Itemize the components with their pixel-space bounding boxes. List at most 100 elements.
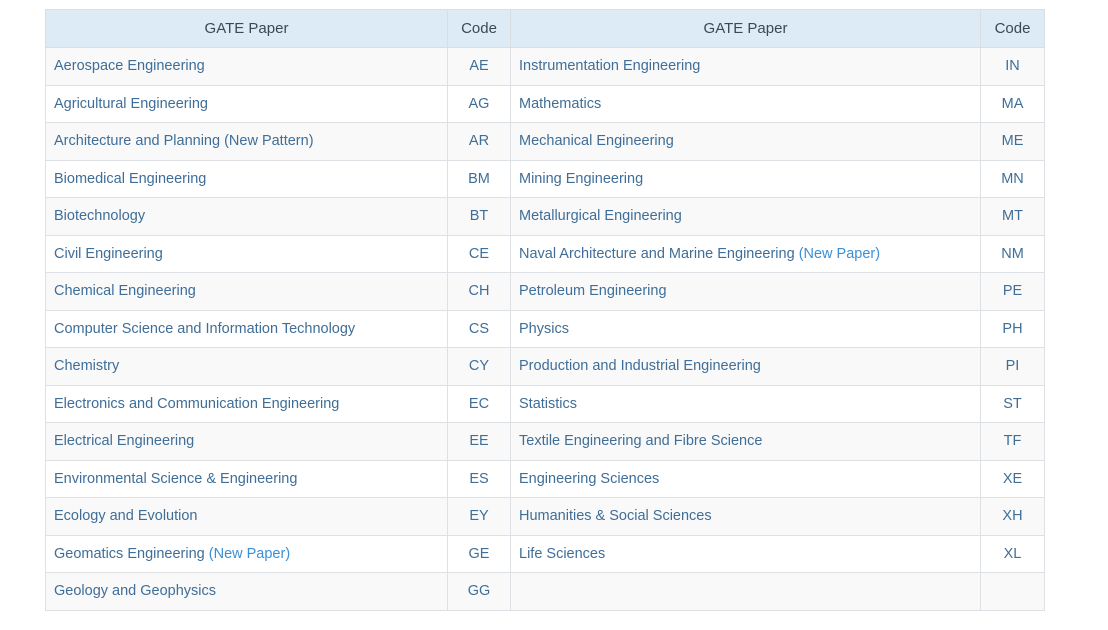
left-paper-cell: Biomedical Engineering [45, 159, 448, 198]
paper-name: Physics [519, 320, 569, 337]
left-paper-cell: Architecture and Planning (New Pattern) [45, 122, 448, 161]
table-row: Agricultural Engineering AG Mathematics MA [45, 84, 1045, 123]
right-paper-cell: Metallurgical Engineering [510, 197, 981, 236]
table-body: Aerospace Engineering AE Instrumentation E… [45, 47, 1045, 611]
right-code-cell [980, 572, 1045, 611]
left-paper-cell: Electronics and Communication Engineerin… [45, 384, 448, 423]
right-code-cell: XE [980, 459, 1045, 498]
paper-name: Chemistry [54, 358, 120, 375]
paper-name: Humanities & Social Sciences [519, 508, 712, 525]
table-row: Electrical Engineering EE Textile Engineer… [45, 422, 1045, 461]
paper-name: Agricultural Engineering [54, 95, 208, 112]
right-paper-cell: Engineering Sciences [510, 459, 981, 498]
left-code-cell: AG [447, 84, 511, 123]
left-paper-cell: Chemistry [45, 347, 448, 386]
paper-name: Mathematics [519, 95, 602, 112]
right-code-cell: IN [980, 47, 1045, 86]
header-gate-paper-left: GATE Paper [45, 9, 448, 48]
paper-name: Metallurgical Engineering [519, 208, 682, 225]
left-code-cell: EY [447, 497, 511, 536]
right-paper-cell: Naval Architecture and Marine Engineerin… [510, 234, 981, 273]
paper-name: Biomedical Engineering [54, 170, 207, 187]
new-paper-note: (New Paper) [208, 545, 291, 562]
left-code-cell: GG [447, 572, 511, 611]
paper-name: Petroleum Engineering [519, 283, 667, 300]
new-paper-note: (New Paper) [798, 245, 881, 262]
left-code-cell: GE [447, 534, 511, 573]
left-code-cell: CS [447, 309, 511, 348]
right-paper-cell: Life Sciences [510, 534, 981, 573]
right-paper-cell: Instrumentation Engineering [510, 47, 981, 86]
left-code-cell: CY [447, 347, 511, 386]
right-code-cell: PI [980, 347, 1045, 386]
right-paper-cell: Physics [510, 309, 981, 348]
paper-name: Instrumentation Engineering [519, 58, 701, 75]
paper-name: Geomatics Engineering [54, 545, 205, 562]
right-paper-cell: Production and Industrial Engineering [510, 347, 981, 386]
paper-name: Mechanical Engineering [519, 133, 674, 150]
left-paper-cell: Environmental Science & Engineering [45, 459, 448, 498]
left-code-cell: CE [447, 234, 511, 273]
right-paper-cell: Textile Engineering and Fibre Science [510, 422, 981, 461]
paper-name: Civil Engineering [54, 245, 163, 262]
table-header: GATE Paper Code GATE Paper Code [45, 9, 1045, 48]
right-code-cell: MN [980, 159, 1045, 198]
paper-name: Statistics [519, 395, 578, 412]
paper-name: Life Sciences [519, 545, 606, 562]
right-code-cell: NM [980, 234, 1045, 273]
right-code-cell: ME [980, 122, 1045, 161]
right-paper-cell: Mathematics [510, 84, 981, 123]
left-code-cell: EE [447, 422, 511, 461]
paper-name: Aerospace Engineering [54, 58, 205, 75]
left-paper-cell: Computer Science and Information Technol… [45, 309, 448, 348]
table-row: Chemical Engineering CH Petroleum Engineer… [45, 272, 1045, 311]
header-gate-paper-right: GATE Paper [510, 9, 981, 48]
left-paper-cell: Geology and Geophysics [45, 572, 448, 611]
paper-name: Mining Engineering [519, 170, 644, 187]
paper-name: Naval Architecture and Marine Engineerin… [519, 245, 795, 262]
right-code-cell: ST [980, 384, 1045, 423]
left-paper-cell: Agricultural Engineering [45, 84, 448, 123]
left-paper-cell: Electrical Engineering [45, 422, 448, 461]
left-code-cell: AR [447, 122, 511, 161]
table-row: Architecture and Planning (New Pattern) A… [45, 122, 1045, 161]
table-row: Ecology and Evolution EY Humanities & Soci… [45, 497, 1045, 536]
paper-name: Chemical Engineering [54, 283, 196, 300]
left-code-cell: CH [447, 272, 511, 311]
table-row: Geology and Geophysics GG [45, 572, 1045, 611]
paper-name: Environmental Science & Engineering [54, 470, 298, 487]
right-paper-cell [510, 572, 981, 611]
left-code-cell: BT [447, 197, 511, 236]
right-paper-cell: Statistics [510, 384, 981, 423]
header-code-right: Code [980, 9, 1045, 48]
right-code-cell: PH [980, 309, 1045, 348]
gate-papers-table: GATE Paper Code GATE Paper Code Aerospac… [45, 9, 1045, 611]
left-code-cell: AE [447, 47, 511, 86]
table-row: Chemistry CY Production and Industrial Eng… [45, 347, 1045, 386]
table-row: Electronics and Communication Engineerin… [45, 384, 1045, 423]
paper-name: Engineering Sciences [519, 470, 660, 487]
paper-name: Production and Industrial Engineering [519, 358, 761, 375]
paper-name: Biotechnology [54, 208, 146, 225]
paper-name: Electronics and Communication Engineerin… [54, 395, 340, 412]
right-code-cell: MA [980, 84, 1045, 123]
table-row: Civil Engineering CE Naval Architecture an… [45, 234, 1045, 273]
left-paper-cell: Geomatics Engineering (New Paper) [45, 534, 448, 573]
paper-name: Ecology and Evolution [54, 508, 198, 525]
right-paper-cell: Mechanical Engineering [510, 122, 981, 161]
right-paper-cell: Humanities & Social Sciences [510, 497, 981, 536]
left-code-cell: ES [447, 459, 511, 498]
paper-name: Computer Science and Information Technol… [54, 320, 356, 337]
right-code-cell: XL [980, 534, 1045, 573]
paper-name: Textile Engineering and Fibre Science [519, 433, 763, 450]
right-code-cell: MT [980, 197, 1045, 236]
left-code-cell: EC [447, 384, 511, 423]
right-code-cell: PE [980, 272, 1045, 311]
gate-papers-table-container: GATE Paper Code GATE Paper Code Aerospac… [45, 9, 1045, 611]
header-row: GATE Paper Code GATE Paper Code [45, 9, 1045, 48]
table-row: Computer Science and Information Technol… [45, 309, 1045, 348]
left-paper-cell: Aerospace Engineering [45, 47, 448, 86]
paper-name: Geology and Geophysics [54, 583, 217, 600]
table-row: Environmental Science & Engineering ES Eng… [45, 459, 1045, 498]
left-paper-cell: Civil Engineering [45, 234, 448, 273]
